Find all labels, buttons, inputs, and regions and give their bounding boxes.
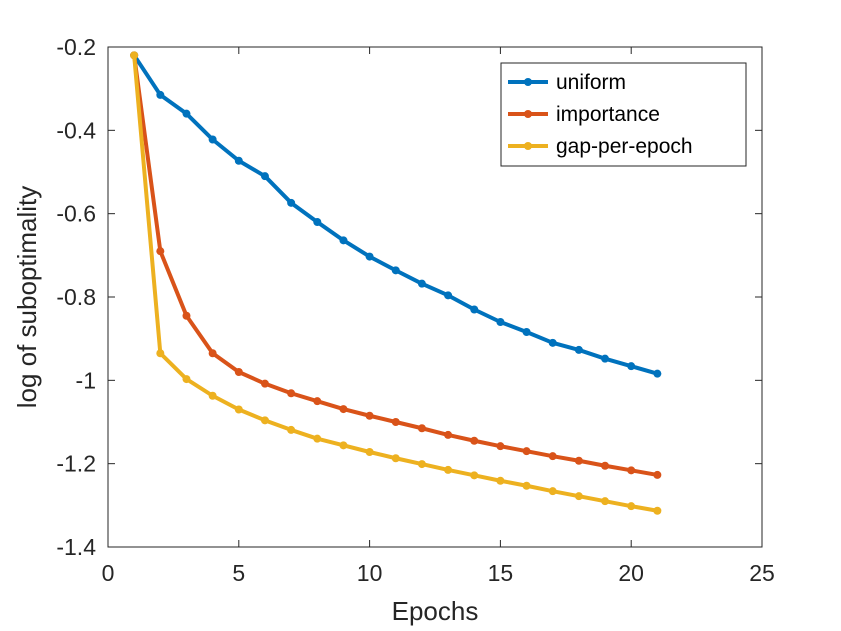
data-point-uniform — [287, 198, 296, 207]
data-point-importance — [287, 389, 296, 398]
data-point-importance — [234, 368, 243, 376]
data-point-uniform — [653, 369, 662, 378]
y-tick-label: -1 — [76, 367, 96, 393]
x-tick-label: 0 — [102, 560, 115, 586]
data-point-gap-per-epoch — [130, 51, 139, 60]
legend-swatch-marker — [524, 110, 532, 118]
data-point-uniform — [156, 90, 165, 99]
x-tick-label: 25 — [749, 560, 775, 586]
y-tick-label: -0.8 — [56, 284, 96, 310]
data-point-gap-per-epoch — [208, 391, 217, 400]
data-point-gap-per-epoch — [548, 487, 557, 496]
y-tick-label: -0.6 — [56, 201, 96, 227]
data-point-uniform — [182, 109, 191, 118]
legend-label: importance — [556, 103, 660, 126]
y-tick-label: -0.2 — [56, 34, 96, 60]
legend-swatch-marker — [524, 78, 532, 86]
y-axis-title: log of suboptimality — [12, 186, 42, 409]
data-point-importance — [365, 411, 374, 420]
series-layer — [130, 51, 662, 515]
data-point-uniform — [601, 354, 610, 363]
data-point-uniform — [627, 362, 636, 371]
legend-label: uniform — [556, 71, 626, 94]
data-point-gap-per-epoch — [522, 481, 531, 490]
data-point-gap-per-epoch — [182, 375, 191, 384]
data-point-gap-per-epoch — [444, 465, 453, 474]
data-point-gap-per-epoch — [601, 497, 610, 506]
data-point-uniform — [444, 291, 453, 300]
data-point-gap-per-epoch — [653, 506, 662, 515]
data-point-uniform — [260, 172, 269, 181]
data-point-uniform — [234, 156, 243, 165]
data-point-gap-per-epoch — [627, 502, 636, 511]
data-point-importance — [574, 456, 583, 465]
data-point-uniform — [548, 338, 557, 347]
x-axis-title: Epochs — [392, 596, 479, 626]
data-point-gap-per-epoch — [234, 405, 243, 414]
data-point-gap-per-epoch — [287, 425, 296, 434]
data-point-uniform — [470, 305, 479, 314]
data-point-uniform — [365, 252, 374, 261]
data-point-importance — [444, 430, 453, 439]
x-tick-label: 5 — [232, 560, 245, 586]
legend-label: gap-per-epoch — [556, 135, 693, 158]
data-point-uniform — [417, 279, 426, 288]
data-point-uniform — [574, 345, 583, 354]
data-point-importance — [391, 418, 400, 426]
legend: uniform importance gap-per-epoch — [500, 62, 747, 167]
data-point-importance — [627, 466, 636, 475]
data-point-importance — [653, 470, 662, 479]
data-point-uniform — [496, 318, 505, 326]
data-point-importance — [548, 452, 557, 461]
data-point-gap-per-epoch — [574, 492, 583, 501]
data-point-importance — [522, 447, 531, 456]
data-point-gap-per-epoch — [365, 448, 374, 456]
data-point-importance — [156, 247, 165, 256]
x-tick-label: 10 — [357, 560, 383, 586]
y-tick-label: -1.2 — [56, 451, 96, 477]
x-tick-label: 20 — [618, 560, 644, 586]
data-point-gap-per-epoch — [470, 471, 479, 480]
data-point-importance — [601, 461, 610, 470]
data-point-importance — [339, 405, 348, 414]
data-point-gap-per-epoch — [339, 441, 348, 450]
data-point-uniform — [313, 218, 322, 226]
legend-swatch-marker — [524, 142, 532, 150]
data-point-importance — [496, 442, 505, 451]
data-point-importance — [182, 311, 191, 320]
data-point-importance — [208, 349, 217, 358]
data-point-importance — [470, 436, 479, 445]
data-point-gap-per-epoch — [496, 476, 505, 485]
y-tick-label: -0.4 — [56, 117, 96, 143]
data-point-importance — [260, 379, 269, 388]
data-point-gap-per-epoch — [391, 454, 400, 463]
axes-layer: 0 5 10 15 20 25 -1.4 -1.2 -1 -0.8 -0.6 -0.4 -0.2 — [56, 34, 774, 586]
data-point-gap-per-epoch — [313, 434, 322, 443]
data-point-gap-per-epoch — [156, 349, 165, 358]
data-point-uniform — [522, 328, 531, 336]
data-point-importance — [417, 424, 426, 433]
data-point-gap-per-epoch — [417, 460, 426, 469]
y-tick-label: -1.4 — [56, 534, 96, 560]
data-point-uniform — [391, 266, 400, 275]
data-point-uniform — [339, 236, 348, 245]
data-point-importance — [313, 397, 322, 406]
x-tick-label: 15 — [488, 560, 514, 586]
data-point-uniform — [208, 135, 217, 144]
data-point-gap-per-epoch — [260, 416, 269, 425]
